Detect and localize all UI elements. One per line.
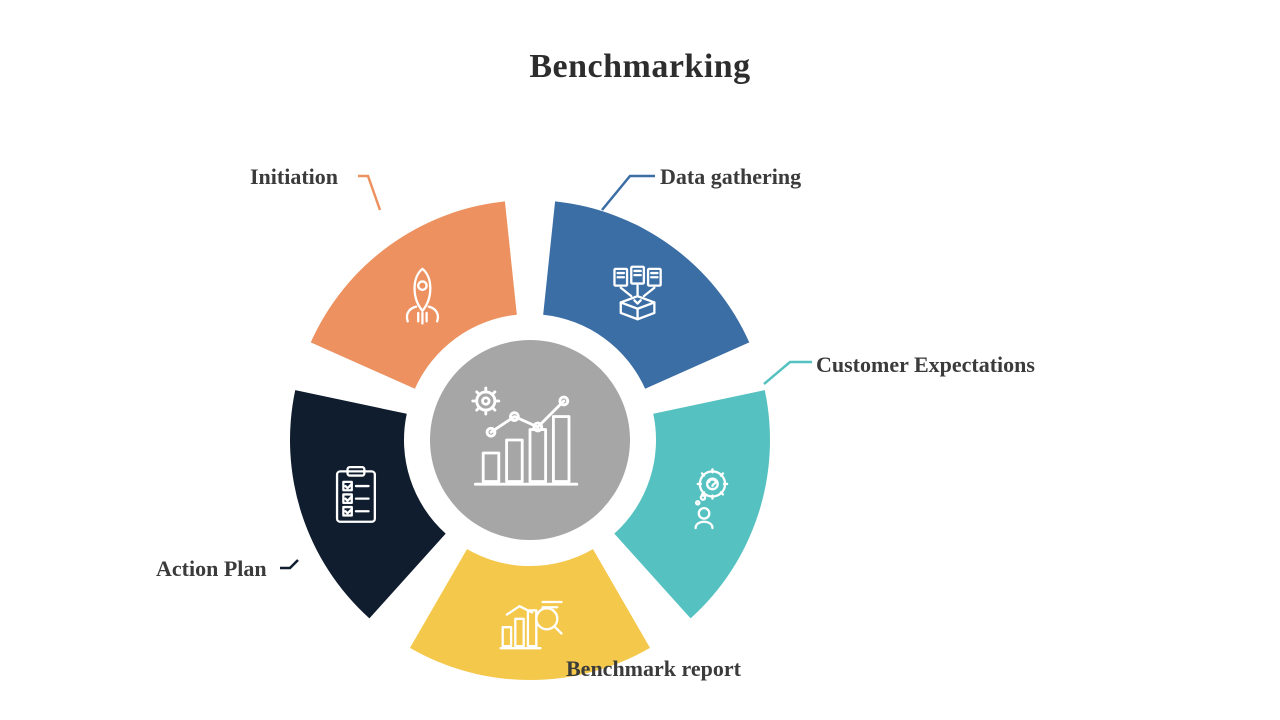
leader-initiation [358, 176, 380, 210]
label-customer_expectations: Customer Expectations [816, 352, 1035, 378]
label-initiation: Initiation [250, 164, 338, 190]
segment-action_plan [290, 390, 446, 618]
leader-customer_expectations [764, 362, 812, 384]
leader-action_plan [280, 560, 298, 568]
benchmarking-donut-chart [0, 0, 1280, 720]
leader-data_gathering [602, 176, 655, 210]
infographic-stage: Benchmarking [0, 0, 1280, 720]
label-data_gathering: Data gathering [660, 164, 801, 190]
label-benchmark_report: Benchmark report [566, 656, 741, 682]
segment-customer_expectations [614, 390, 770, 618]
label-action_plan: Action Plan [156, 556, 267, 582]
